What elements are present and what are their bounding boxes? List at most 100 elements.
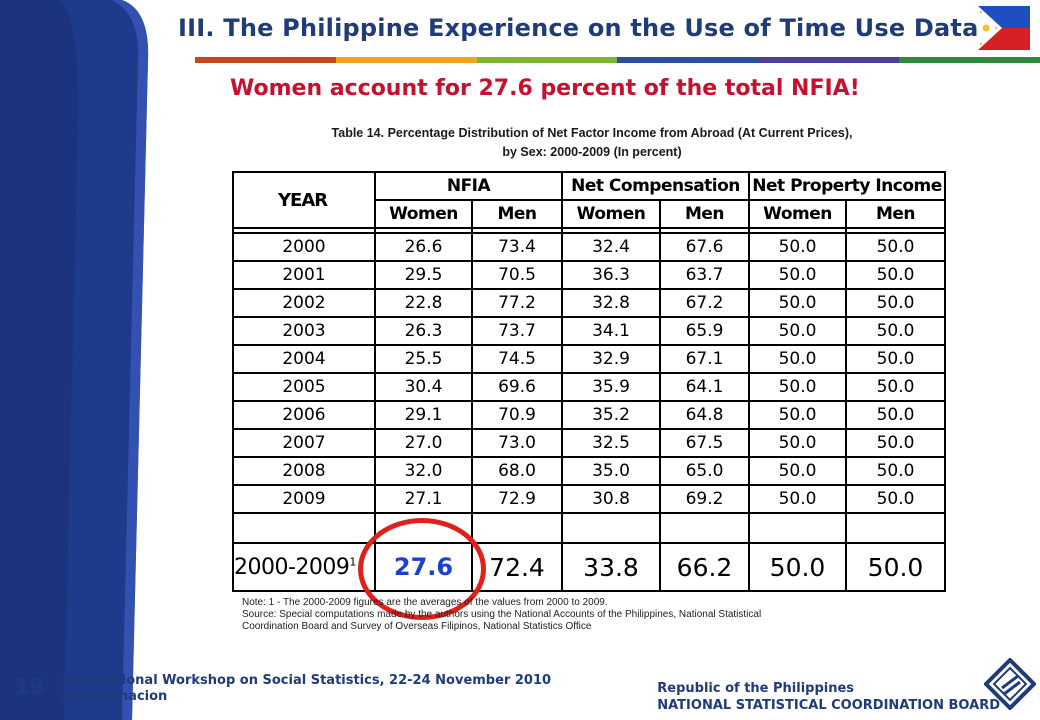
comp-men: 69.2 — [659, 484, 751, 514]
comp-men: 67.6 — [659, 232, 751, 262]
nfia-women: 26.6 — [374, 232, 473, 262]
property-women: 50.0 — [748, 316, 848, 346]
gap-cell — [845, 228, 947, 233]
subheader-women: Women — [748, 199, 848, 229]
comp-women: 35.2 — [561, 400, 662, 430]
table-row: 2003 26.3 73.7 34.1 65.9 50.0 50.0 — [232, 316, 947, 346]
table-row: 2007 27.0 73.0 32.5 67.5 50.0 50.0 — [232, 428, 947, 458]
nfia-men: 73.4 — [470, 232, 564, 262]
property-men: 50.0 — [845, 344, 947, 374]
table-row: 2009 27.1 72.9 30.8 69.2 50.0 50.0 — [232, 484, 947, 514]
average-comp-men: 66.2 — [659, 542, 751, 592]
comp-women: 35.0 — [561, 456, 662, 486]
header-color-rule — [195, 57, 1040, 63]
comp-women: 35.9 — [561, 372, 662, 402]
nfia-men: 72.9 — [470, 484, 564, 514]
rule-segment — [476, 57, 618, 63]
slide-subtitle: Women account for 27.6 percent of the to… — [230, 76, 860, 101]
property-women: 50.0 — [748, 260, 848, 290]
note-line-3: Coordination Board and Survey of Oversea… — [242, 621, 592, 632]
gap-cell — [374, 228, 473, 233]
rule-segment — [335, 57, 477, 63]
blank-cell — [232, 512, 376, 544]
footer-event-name: International Workshop on Social Statist… — [62, 673, 552, 688]
caption-line-1: Table 14. Percentage Distribution of Net… — [331, 126, 853, 140]
slide-number: 19 — [14, 675, 45, 700]
nfia-distribution-table: YEAR NFIA Net Compensation Net Property … — [232, 171, 947, 592]
year-cell: 2004 — [232, 344, 376, 374]
property-women: 50.0 — [748, 232, 848, 262]
nfia-men: 73.7 — [470, 316, 564, 346]
nfia-women: 29.5 — [374, 260, 473, 290]
note-line-2: Source: Special computations made by the… — [242, 609, 762, 620]
nfia-women: 30.4 — [374, 372, 473, 402]
table-caption: Table 14. Percentage Distribution of Net… — [232, 124, 952, 162]
year-cell: 2000 — [232, 232, 376, 262]
footer-author: JOEncarnacion — [62, 689, 168, 704]
property-men: 50.0 — [845, 316, 947, 346]
comp-men: 67.1 — [659, 344, 751, 374]
slide-header-title: III. The Philippine Experience on the Us… — [178, 14, 979, 42]
average-comp-women: 33.8 — [561, 542, 662, 592]
comp-men: 65.9 — [659, 316, 751, 346]
property-women: 50.0 — [748, 344, 848, 374]
rule-segment — [195, 57, 336, 63]
comp-women: 32.8 — [561, 288, 662, 318]
gap-cell — [561, 228, 662, 233]
property-men: 50.0 — [845, 232, 947, 262]
year-cell: 2006 — [232, 400, 376, 430]
nfia-men: 70.5 — [470, 260, 564, 290]
gap-cell — [659, 228, 751, 233]
comp-men: 67.5 — [659, 428, 751, 458]
nscb-logo-icon — [984, 658, 1036, 710]
nfia-women: 29.1 — [374, 400, 473, 430]
average-property-men: 50.0 — [845, 542, 947, 592]
blank-cell — [845, 512, 947, 544]
comp-women: 34.1 — [561, 316, 662, 346]
note-line-1: Note: 1 - The 2000-2009 figures are the … — [242, 597, 608, 608]
rule-segment — [758, 57, 900, 63]
table-header-row: YEAR NFIA Net Compensation Net Property … — [232, 171, 947, 229]
average-year-label: 2000-2009 — [234, 554, 350, 580]
highlight-circle — [358, 518, 486, 620]
property-women: 50.0 — [748, 372, 848, 402]
property-men: 50.0 — [845, 260, 947, 290]
blank-cell — [748, 512, 848, 544]
caption-line-2: by Sex: 2000-2009 (In percent) — [502, 145, 682, 159]
rule-segment — [899, 57, 1040, 63]
group-header-nfia: NFIA — [373, 171, 564, 201]
nfia-women: 32.0 — [374, 456, 473, 486]
footer-org-line-1: Republic of the Philippines — [657, 681, 855, 696]
average-property-women: 50.0 — [748, 542, 848, 592]
property-men: 50.0 — [845, 288, 947, 318]
table-row: 2002 22.8 77.2 32.8 67.2 50.0 50.0 — [232, 288, 947, 318]
table-row: 2008 32.0 68.0 35.0 65.0 50.0 50.0 — [232, 456, 947, 486]
property-men: 50.0 — [845, 456, 947, 486]
property-women: 50.0 — [748, 428, 848, 458]
nfia-men: 69.6 — [470, 372, 564, 402]
subheader-men: Men — [470, 199, 564, 229]
table-row: 2000 26.6 73.4 32.4 67.6 50.0 50.0 — [232, 232, 947, 262]
comp-men: 63.7 — [659, 260, 751, 290]
group-header-net-compensation: Net Compensation — [561, 171, 751, 201]
subheader-women: Women — [561, 199, 662, 229]
comp-men: 67.2 — [659, 288, 751, 318]
comp-men: 64.8 — [659, 400, 751, 430]
average-year-cell: 2000-20091 — [232, 542, 376, 592]
comp-women: 32.4 — [561, 232, 662, 262]
blank-cell — [470, 512, 564, 544]
year-cell: 2009 — [232, 484, 376, 514]
footer-organization: Republic of the Philippines NATIONAL STA… — [657, 680, 1000, 714]
table-row: 2005 30.4 69.6 35.9 64.1 50.0 50.0 — [232, 372, 947, 402]
table-gap — [232, 228, 947, 233]
property-women: 50.0 — [748, 288, 848, 318]
blank-cell — [561, 512, 662, 544]
footer-org-line-2: NATIONAL STATISTICAL COORDINATION BOARD — [657, 698, 1000, 713]
nfia-men: 74.5 — [470, 344, 564, 374]
year-cell: 2005 — [232, 372, 376, 402]
table-note: Note: 1 - The 2000-2009 figures are the … — [242, 597, 902, 633]
property-men: 50.0 — [845, 484, 947, 514]
footnote-mark: 1 — [349, 555, 356, 569]
comp-men: 64.1 — [659, 372, 751, 402]
comp-women: 32.5 — [561, 428, 662, 458]
